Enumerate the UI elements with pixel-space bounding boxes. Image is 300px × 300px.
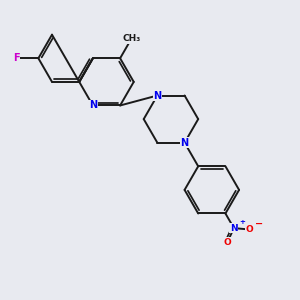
Text: N: N bbox=[153, 91, 161, 100]
Text: −: − bbox=[255, 219, 263, 229]
Text: CH₃: CH₃ bbox=[122, 34, 140, 43]
Text: O: O bbox=[246, 225, 254, 234]
Text: N: N bbox=[181, 138, 189, 148]
Text: F: F bbox=[13, 53, 19, 63]
Text: N: N bbox=[89, 100, 97, 110]
Text: O: O bbox=[223, 238, 231, 247]
Text: +: + bbox=[239, 218, 245, 224]
Text: N: N bbox=[230, 224, 238, 232]
